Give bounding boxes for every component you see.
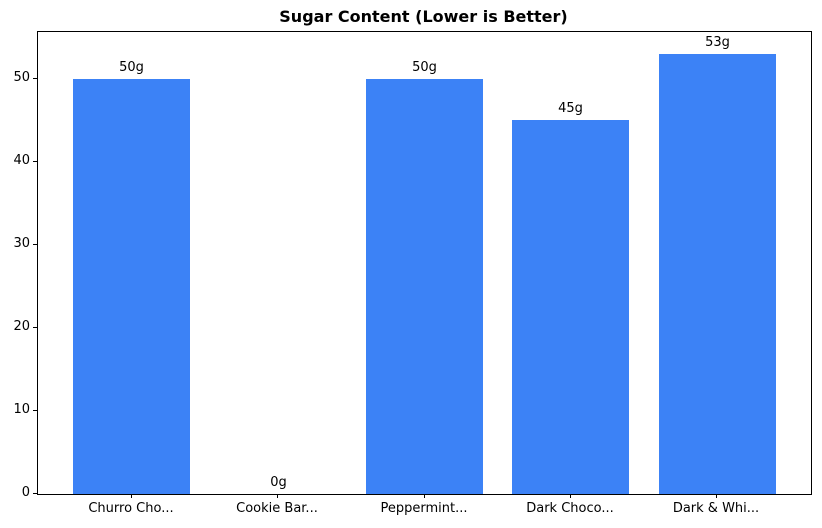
bar-2	[366, 79, 483, 494]
bar-value-label: 53g	[705, 35, 730, 50]
x-axis-tick-label: Peppermint...	[380, 501, 468, 516]
bar-3	[512, 120, 629, 494]
x-axis-tick-label: Dark Choco...	[526, 501, 614, 516]
bar-value-label: 0g	[270, 475, 287, 490]
y-axis-tick-label: 0	[21, 485, 30, 500]
plot-area: 50g 0g 50g 45g 53g	[37, 31, 812, 495]
bar-0	[73, 79, 190, 494]
x-axis-tick-mark	[716, 494, 717, 498]
y-axis-tick-mark	[33, 493, 37, 494]
y-axis-tick-mark	[33, 244, 37, 245]
y-axis-tick-mark	[33, 78, 37, 79]
x-axis-tick-label: Cookie Bar...	[236, 501, 318, 516]
bar-value-label: 50g	[412, 60, 437, 75]
y-axis-tick-label: 30	[13, 236, 30, 251]
x-axis-tick-label: Churro Cho...	[88, 501, 174, 516]
x-axis-tick-mark	[570, 494, 571, 498]
x-axis-tick-label: Dark & Whi...	[672, 501, 760, 516]
y-axis-tick-mark	[33, 161, 37, 162]
bar-value-label: 50g	[119, 60, 144, 75]
y-axis-tick-label: 40	[13, 153, 30, 168]
y-axis-tick-mark	[33, 410, 37, 411]
y-axis-tick-label: 10	[13, 402, 30, 417]
y-axis-tick-label: 50	[13, 70, 30, 85]
bar-4	[659, 54, 776, 494]
x-axis-tick-mark	[131, 494, 132, 498]
bar-value-label: 45g	[558, 101, 583, 116]
y-axis-tick-mark	[33, 327, 37, 328]
x-axis-tick-mark	[277, 494, 278, 498]
y-axis-tick-label: 20	[13, 319, 30, 334]
chart-title: Sugar Content (Lower is Better)	[279, 7, 568, 26]
x-axis-tick-mark	[424, 494, 425, 498]
